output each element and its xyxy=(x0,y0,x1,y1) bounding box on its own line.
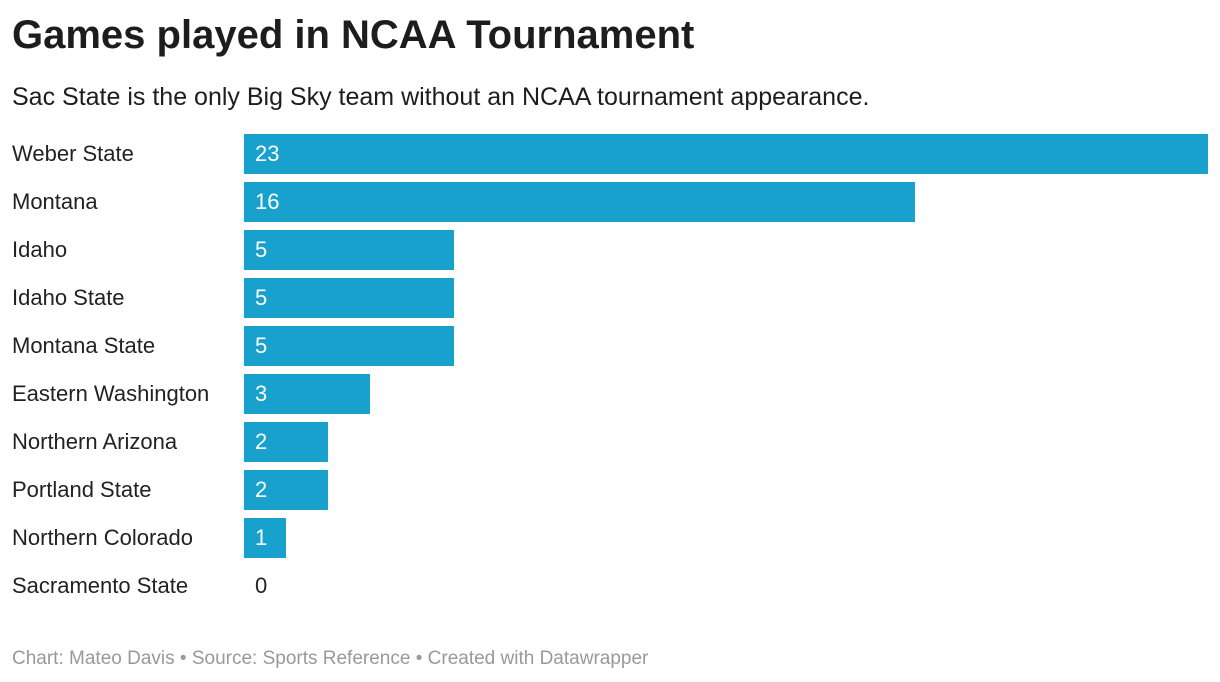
bar-row: Montana State 5 xyxy=(0,326,1220,366)
value-label: 5 xyxy=(255,237,268,262)
value-label: 1 xyxy=(255,525,268,550)
bar-row: Eastern Washington 3 xyxy=(0,374,1220,414)
category-label: Northern Arizona xyxy=(12,429,178,454)
category-label: Eastern Washington xyxy=(12,381,210,406)
category-label: Portland State xyxy=(12,477,152,502)
bar-row: Northern Arizona 2 xyxy=(0,422,1220,462)
bar xyxy=(244,134,1208,174)
chart-footer-credit: Chart: Mateo Davis • Source: Sports Refe… xyxy=(12,648,649,669)
bar xyxy=(244,230,454,270)
value-label: 2 xyxy=(255,477,268,502)
category-label: Northern Colorado xyxy=(12,525,193,550)
bar xyxy=(244,182,915,222)
category-label: Idaho State xyxy=(12,285,125,310)
value-label: 23 xyxy=(255,141,280,166)
bar-row: Montana 16 xyxy=(0,182,1220,222)
bar xyxy=(244,278,454,318)
bar-row: Idaho 5 xyxy=(0,230,1220,270)
bar xyxy=(244,374,370,414)
value-label: 3 xyxy=(255,381,268,406)
bar xyxy=(244,518,286,558)
bar-row: Idaho State 5 xyxy=(0,278,1220,318)
bar-chart: Weber State 23 Montana 16 Idaho 5 Idaho State 5… xyxy=(0,130,1220,610)
value-label: 5 xyxy=(255,333,268,358)
bar xyxy=(244,422,328,462)
bar xyxy=(244,326,454,366)
category-label: Weber State xyxy=(12,141,134,166)
category-label: Idaho xyxy=(12,237,68,262)
value-label: 5 xyxy=(255,285,268,310)
bar-row: Northern Colorado 1 xyxy=(0,518,1220,558)
bar-row: Sacramento State 0 xyxy=(0,566,1220,606)
category-label: Sacramento State xyxy=(12,573,189,598)
bar-row: Portland State 2 xyxy=(0,470,1220,510)
bar-row: Weber State 23 xyxy=(0,134,1220,174)
category-label: Montana State xyxy=(12,333,156,358)
chart-title: Games played in NCAA Tournament xyxy=(12,13,695,57)
bar xyxy=(244,470,328,510)
chart-subtitle: Sac State is the only Big Sky team witho… xyxy=(12,83,870,111)
value-label: 2 xyxy=(255,429,268,454)
value-label: 0 xyxy=(255,573,268,598)
category-label: Montana xyxy=(12,189,98,214)
value-label: 16 xyxy=(255,189,280,214)
